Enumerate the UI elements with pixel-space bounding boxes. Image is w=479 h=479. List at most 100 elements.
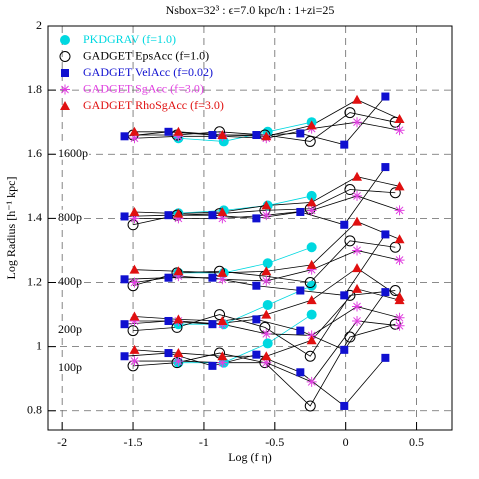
point <box>252 350 261 359</box>
point <box>164 127 173 136</box>
point <box>306 295 317 305</box>
point <box>208 131 217 140</box>
point <box>306 309 317 320</box>
annotation-bg <box>57 273 83 288</box>
point <box>340 220 349 229</box>
point <box>217 274 228 285</box>
point <box>340 291 349 300</box>
point <box>252 131 261 140</box>
x-tick-label: -0.5 <box>265 435 284 449</box>
point <box>306 242 317 253</box>
point <box>296 129 305 138</box>
point <box>306 205 317 216</box>
point <box>129 311 140 321</box>
point <box>120 320 129 329</box>
point <box>217 213 228 224</box>
point <box>129 133 140 144</box>
y-tick-label: 1.2 <box>27 274 42 288</box>
point <box>217 351 228 361</box>
legend-label: GADGET RhoSgAcc (f=3.0) <box>83 98 224 112</box>
point <box>129 213 140 224</box>
annotation-bg <box>57 359 83 374</box>
point <box>261 275 272 286</box>
point <box>217 267 228 277</box>
x-tick-label: -1.5 <box>124 435 143 449</box>
point <box>164 349 173 358</box>
point <box>208 273 217 282</box>
point <box>296 286 305 295</box>
series-line <box>178 121 312 364</box>
point <box>394 113 405 123</box>
point <box>129 315 140 326</box>
annotation-bg <box>57 209 83 224</box>
point <box>164 211 173 220</box>
point <box>120 132 129 141</box>
y-axis-label: Log Radius [h⁻¹ kpc] <box>4 177 18 280</box>
point <box>352 94 363 104</box>
point <box>381 230 390 239</box>
point <box>296 207 305 216</box>
point <box>217 315 228 325</box>
point <box>352 263 363 273</box>
point <box>306 280 317 291</box>
point <box>389 187 401 199</box>
point <box>296 326 305 335</box>
y-tick-label: 0.8 <box>27 403 42 417</box>
point <box>344 107 356 119</box>
point <box>208 320 217 329</box>
point <box>129 356 140 367</box>
y-tick-label: 1 <box>36 338 42 352</box>
point <box>217 206 228 216</box>
point <box>129 126 140 136</box>
point <box>252 214 261 223</box>
point <box>340 345 349 354</box>
y-tick-label: 1.8 <box>27 82 42 96</box>
legend-label: GADGET SgAcc (f=3.0) <box>83 81 204 95</box>
point <box>261 351 272 361</box>
point <box>306 264 317 275</box>
point <box>340 401 349 410</box>
point <box>344 184 356 196</box>
point <box>296 368 305 377</box>
annotation-bg <box>57 145 89 160</box>
point <box>394 320 405 331</box>
point <box>129 206 140 216</box>
annotation-bg <box>57 321 83 336</box>
point <box>381 288 390 297</box>
point <box>262 299 273 310</box>
y-tick-label: 2 <box>36 18 42 32</box>
point <box>306 335 317 345</box>
point <box>306 197 317 207</box>
point <box>173 348 184 358</box>
point <box>208 361 217 370</box>
point <box>164 273 173 282</box>
point <box>173 266 184 276</box>
annotation: 800p <box>58 210 82 224</box>
point <box>340 140 349 149</box>
point <box>127 325 139 337</box>
point <box>381 353 390 362</box>
point <box>129 344 140 354</box>
point <box>129 264 140 274</box>
point <box>304 277 316 289</box>
point <box>173 126 184 136</box>
x-tick-label: 0.5 <box>409 435 424 449</box>
point <box>381 92 390 101</box>
point <box>261 309 272 319</box>
point <box>120 352 129 361</box>
point <box>394 312 405 323</box>
legend-label: PKDGRAV (f=1.0) <box>83 32 176 46</box>
point <box>214 309 226 321</box>
annotation: 100p <box>58 360 82 374</box>
point <box>394 255 405 266</box>
x-tick-label: -1 <box>199 435 209 449</box>
point <box>261 266 272 276</box>
annotation: 1600p <box>58 146 88 160</box>
point <box>262 258 273 269</box>
point <box>173 213 184 224</box>
x-tick-label: 0 <box>343 435 349 449</box>
point <box>306 259 317 269</box>
point <box>261 357 272 368</box>
point <box>120 275 129 284</box>
point <box>173 356 184 367</box>
